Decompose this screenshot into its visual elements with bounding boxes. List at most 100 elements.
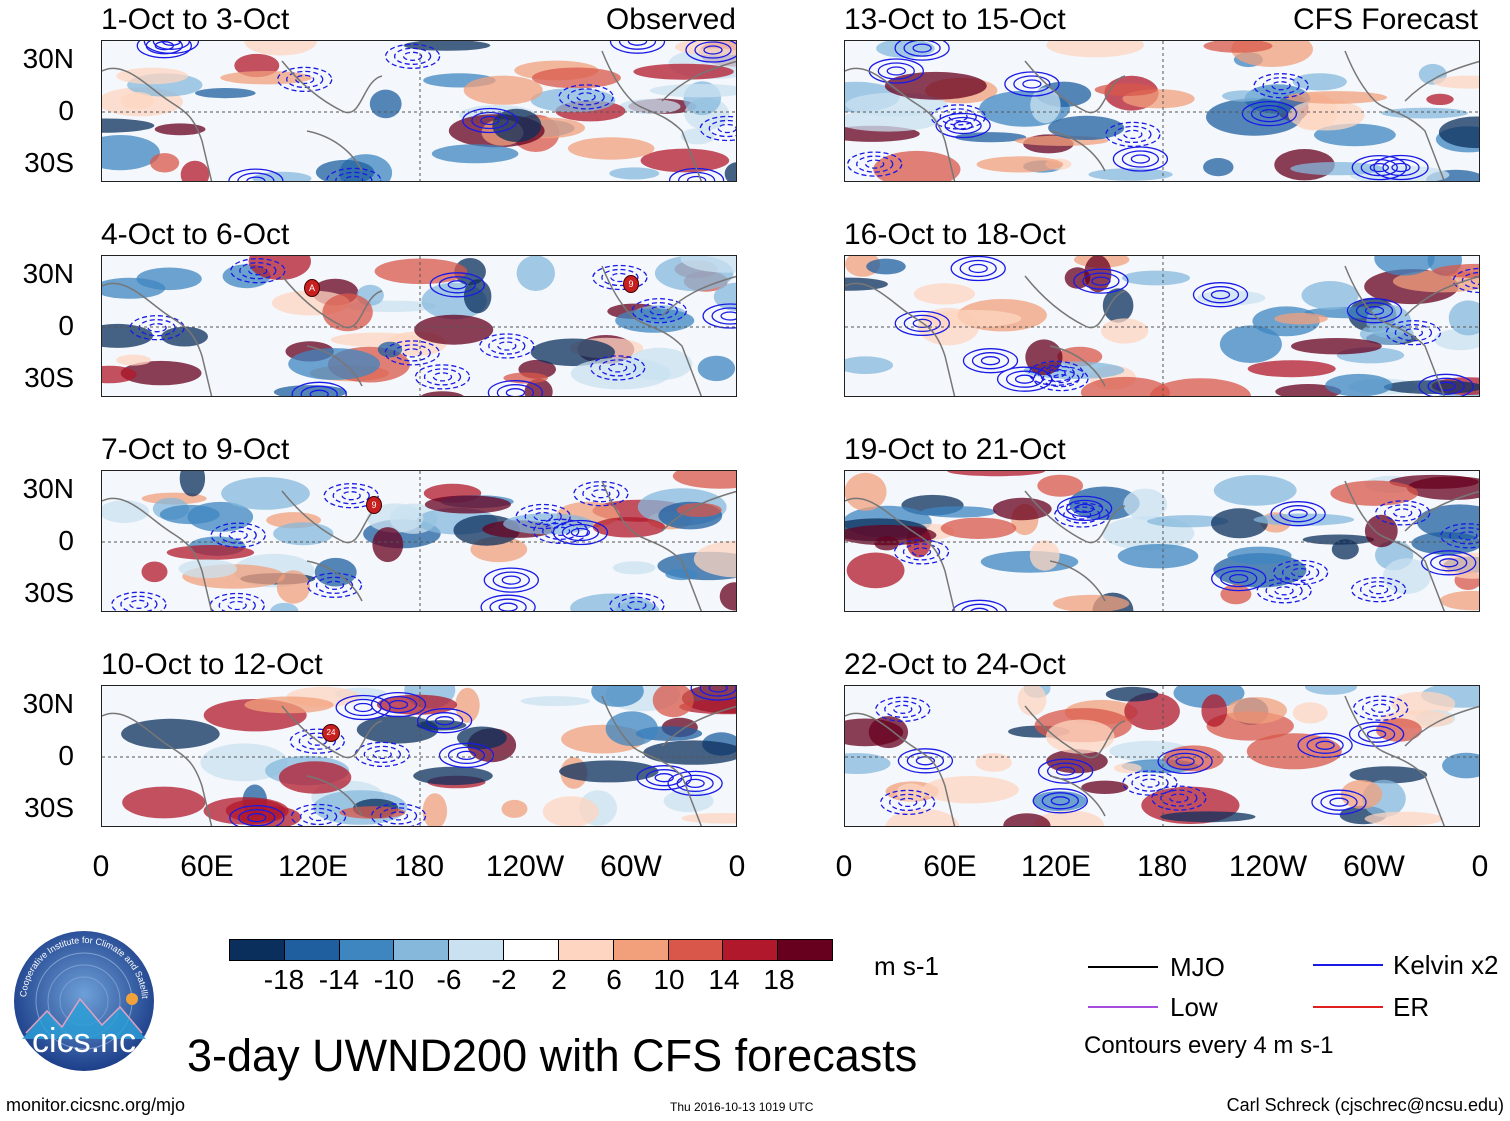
anomaly-blob (288, 348, 380, 380)
coastline (1049, 560, 1106, 602)
kelvin-contour (1353, 695, 1409, 721)
legend-label-er: ER (1393, 992, 1430, 1022)
anomaly-blob (1201, 694, 1228, 727)
anomaly-blob (940, 517, 1017, 539)
anomaly-blob (179, 471, 206, 497)
kelvin-contour (865, 159, 885, 169)
kelvin-contour (1073, 268, 1129, 294)
forecast-header: CFS Forecast (1292, 3, 1478, 36)
colorbar-swatch (394, 940, 450, 960)
anomaly-blob (369, 89, 402, 119)
anomaly-blob (154, 123, 206, 136)
anomaly-blob (377, 341, 403, 358)
anomaly-blob (136, 267, 202, 291)
anomaly-blob (1149, 378, 1251, 396)
anomaly-blob (102, 118, 155, 133)
kelvin-contour (667, 770, 723, 797)
kelvin-contour (551, 526, 571, 536)
kelvin-contour (432, 372, 453, 382)
storm-marker-label: 24 (326, 728, 336, 737)
lat-label-eq: 0 (58, 310, 74, 341)
anomaly-blob (1291, 338, 1382, 355)
lat-label-30n: 30N (22, 258, 74, 289)
kelvin-contour (1371, 703, 1391, 713)
kelvin-contour (1022, 79, 1042, 89)
anomaly-blob (559, 760, 659, 783)
kelvin-contour (429, 272, 485, 298)
map-canvas (845, 686, 1479, 826)
kelvin-contour (685, 41, 736, 63)
anomaly-blob (530, 88, 616, 113)
colorbar-tick: 14 (708, 964, 740, 995)
kelvin-contour (951, 599, 1008, 611)
kelvin-contour (717, 123, 736, 134)
anomaly-blob (492, 108, 542, 142)
kelvin-contour (1362, 699, 1400, 717)
kelvin-contour (1351, 154, 1407, 181)
kelvin-contour (487, 380, 544, 396)
kelvin-contour (953, 120, 973, 131)
anomaly-blob (615, 308, 695, 333)
anomaly-blob (874, 536, 899, 551)
kelvin-contour (573, 481, 629, 507)
colorbar-units: m s-1 (874, 951, 939, 981)
kelvin-contour (363, 745, 401, 764)
kelvin-contour (1175, 756, 1195, 767)
lat-label-30s: 30S (24, 362, 74, 393)
coastline (845, 282, 956, 396)
anomaly-blob (221, 477, 310, 510)
anomaly-blob (913, 283, 975, 305)
kelvin-contour (480, 115, 500, 126)
coastline (306, 560, 363, 602)
anomaly-blob (845, 524, 937, 546)
anomaly-blob (141, 561, 168, 583)
colorbar-tick: 10 (653, 964, 685, 995)
kelvin-contour (944, 116, 982, 135)
colorbar-tick: 18 (763, 964, 795, 995)
kelvin-contour (416, 708, 473, 734)
kelvin-contour (1259, 108, 1280, 119)
coastline (845, 67, 956, 181)
anomaly-blob (102, 365, 137, 384)
coastline (1344, 50, 1446, 181)
legend-label-kelvin: Kelvin x2 (1393, 950, 1499, 980)
colorbar (229, 939, 833, 961)
kelvin-contour (1458, 531, 1478, 541)
kelvin-contour (654, 773, 674, 783)
kelvin-contour (379, 807, 418, 825)
kelvin-contour (479, 333, 535, 359)
kelvin-contour (219, 526, 257, 544)
anomaly-blob (643, 740, 736, 765)
anomaly-blob (1381, 107, 1468, 119)
anomaly-blob (1274, 312, 1328, 325)
colorbar-swatch (230, 940, 285, 960)
anomaly-blob (866, 258, 906, 275)
kelvin-contour (1201, 286, 1240, 304)
anomaly-blob (454, 258, 486, 286)
anomaly-blob (615, 601, 660, 611)
kelvin-contour (1250, 104, 1289, 123)
kelvin-contour (533, 511, 553, 522)
kelvin-contour (1427, 377, 1465, 395)
footer-url[interactable]: monitor.cicsnc.org/mjo (6, 1095, 186, 1115)
anomaly-blob (1292, 73, 1347, 91)
anomaly-blob (921, 309, 1022, 328)
kelvin-contour (505, 388, 526, 396)
kelvin-contour (1063, 506, 1101, 524)
kelvin-contour (558, 84, 614, 110)
lon-label: 60W (600, 850, 662, 883)
anomaly-blob (1340, 779, 1383, 809)
kelvin-contour (889, 793, 927, 812)
anomaly-blob (845, 718, 904, 747)
anomaly-blob (102, 323, 153, 348)
anomaly-blob (1439, 590, 1479, 611)
kelvin-contour (379, 695, 418, 714)
kelvin-contour (592, 264, 648, 291)
anomaly-blob (665, 568, 698, 581)
legend-line-mjo (1088, 966, 1158, 968)
kelvin-contour (335, 694, 391, 721)
anomaly-blob (1081, 780, 1129, 794)
kelvin-contour (618, 596, 656, 611)
kelvin-contour (434, 716, 455, 726)
kelvin-contour (948, 112, 968, 122)
